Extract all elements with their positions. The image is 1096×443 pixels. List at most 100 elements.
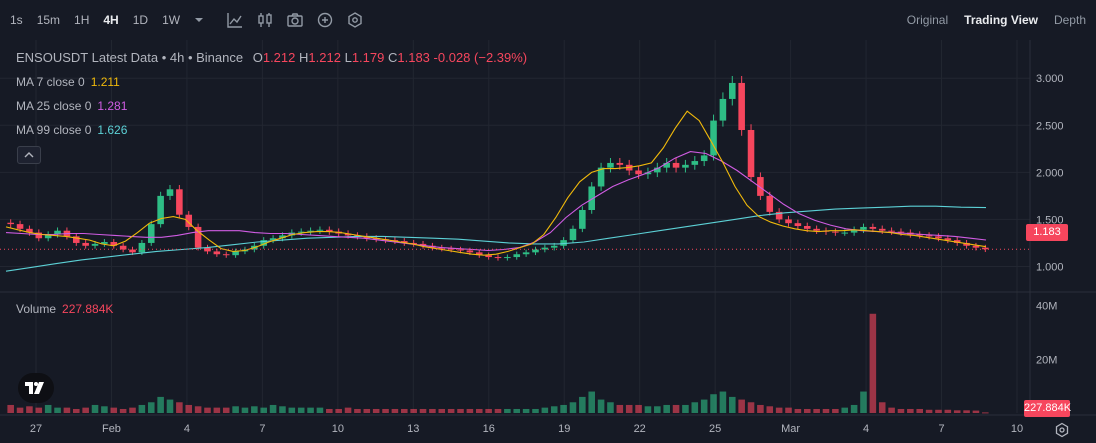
volume-bar — [251, 406, 258, 413]
gear-icon[interactable] — [1054, 422, 1070, 438]
volume-bar — [775, 407, 783, 413]
volume-bar — [691, 402, 699, 413]
candle-body — [269, 238, 277, 241]
view-depth[interactable]: Depth — [1053, 13, 1086, 27]
candle-body — [682, 164, 689, 168]
candle-body — [185, 214, 193, 227]
view-trading-view[interactable]: Trading View — [964, 13, 1038, 27]
collapse-legend-button[interactable] — [17, 146, 41, 164]
volume-bar — [916, 408, 923, 413]
candle-body — [972, 245, 980, 248]
volume-bar — [729, 396, 736, 413]
ma25-legend[interactable]: MA 25 close 0 1.281 — [16, 99, 128, 113]
volume-bar — [7, 404, 14, 413]
candle-body — [654, 167, 661, 173]
interval-1h[interactable]: 1H — [74, 13, 90, 27]
candle-body — [73, 236, 80, 243]
time-tick-label: 7 — [938, 423, 944, 435]
candle-body — [35, 232, 43, 239]
candle-body — [607, 162, 614, 168]
volume-bar — [907, 408, 914, 413]
volume-bar — [897, 408, 905, 413]
candle-body — [316, 229, 324, 231]
volume-bar — [63, 407, 71, 413]
volume-bar — [129, 407, 136, 413]
candle-body — [935, 236, 942, 239]
volume-bar — [307, 407, 314, 413]
volume-bar — [401, 408, 408, 413]
candle-body — [869, 226, 877, 229]
candle-body — [344, 233, 352, 236]
time-tick-label: 4 — [184, 423, 190, 435]
volume-bar — [785, 407, 792, 413]
view-original[interactable]: Original — [906, 13, 949, 27]
volume-bar — [588, 391, 595, 413]
candle-body — [260, 240, 267, 246]
candle-body — [7, 222, 14, 225]
interval-1d[interactable]: 1D — [132, 13, 149, 27]
volume-bar — [597, 399, 605, 413]
volume-bar — [925, 409, 933, 413]
candle-body — [963, 242, 970, 246]
price-tick-label: 1.000 — [1036, 261, 1064, 273]
candle-body — [91, 243, 99, 246]
volume-bar — [616, 404, 624, 413]
volume-bar — [344, 407, 352, 413]
interval-1w[interactable]: 1W — [162, 13, 181, 27]
candle-body — [410, 242, 417, 244]
interval-4h[interactable]: 4H — [103, 13, 119, 27]
chevron-down-icon[interactable] — [188, 9, 210, 31]
volume-bar — [138, 404, 146, 413]
ma7-legend[interactable]: MA 7 close 0 1.211 — [16, 75, 120, 89]
volume-bar — [269, 404, 277, 413]
tradingview-logo[interactable] — [18, 373, 54, 403]
volume-bar — [382, 408, 389, 413]
volume-bar — [663, 404, 670, 413]
volume-bar — [419, 408, 427, 413]
ma7-line — [5, 110, 987, 256]
candle-body — [119, 245, 127, 250]
volume-bar — [44, 404, 52, 413]
volume-bar — [204, 407, 211, 413]
interval-1s[interactable]: 1s — [10, 13, 23, 27]
volume-legend: Volume 227.884K — [16, 302, 114, 316]
add-icon[interactable] — [314, 9, 336, 31]
candle-body — [44, 234, 52, 239]
candle-body — [297, 231, 305, 233]
chart-type-icon[interactable] — [254, 9, 276, 31]
volume-bar — [700, 399, 708, 413]
volume-bar — [672, 404, 680, 413]
candle-body — [138, 242, 146, 253]
indicator-icon[interactable] — [224, 9, 246, 31]
candle-body — [597, 167, 605, 187]
candle-body — [54, 230, 61, 235]
candle-body — [644, 172, 652, 175]
candle-body — [747, 130, 755, 178]
candle-body — [26, 228, 33, 233]
candlestick-chart[interactable]: 3.000 2.500 2.000 1.500 1.000 40M 20M 27 Feb 4 7 10… — [0, 40, 1096, 443]
ma25-line — [5, 151, 987, 252]
volume-bar — [569, 402, 577, 413]
volume-bar — [194, 406, 202, 413]
candle-body — [504, 257, 511, 259]
price-tick-label: 2.500 — [1036, 120, 1064, 132]
tradingview-logo-icon — [25, 382, 44, 394]
volume-bar — [541, 407, 549, 413]
volume-bar — [297, 407, 305, 413]
volume-tick-label: 40M — [1036, 301, 1057, 313]
screenshot-icon[interactable] — [284, 9, 306, 31]
ma99-legend[interactable]: MA 99 close 0 1.626 — [16, 123, 128, 137]
settings-hex-icon[interactable] — [344, 9, 366, 31]
volume-bar — [232, 406, 239, 413]
candle-body — [101, 242, 108, 244]
volume-bar — [878, 402, 886, 413]
candle-body — [447, 248, 455, 250]
volume-bar — [485, 408, 492, 413]
volume-bar — [101, 406, 108, 413]
volume-bar — [157, 396, 164, 413]
volume-bar — [466, 408, 474, 413]
volume-bar — [579, 396, 586, 413]
interval-15m[interactable]: 15m — [36, 13, 61, 27]
candle-body — [401, 241, 408, 243]
candle-body — [729, 82, 736, 99]
